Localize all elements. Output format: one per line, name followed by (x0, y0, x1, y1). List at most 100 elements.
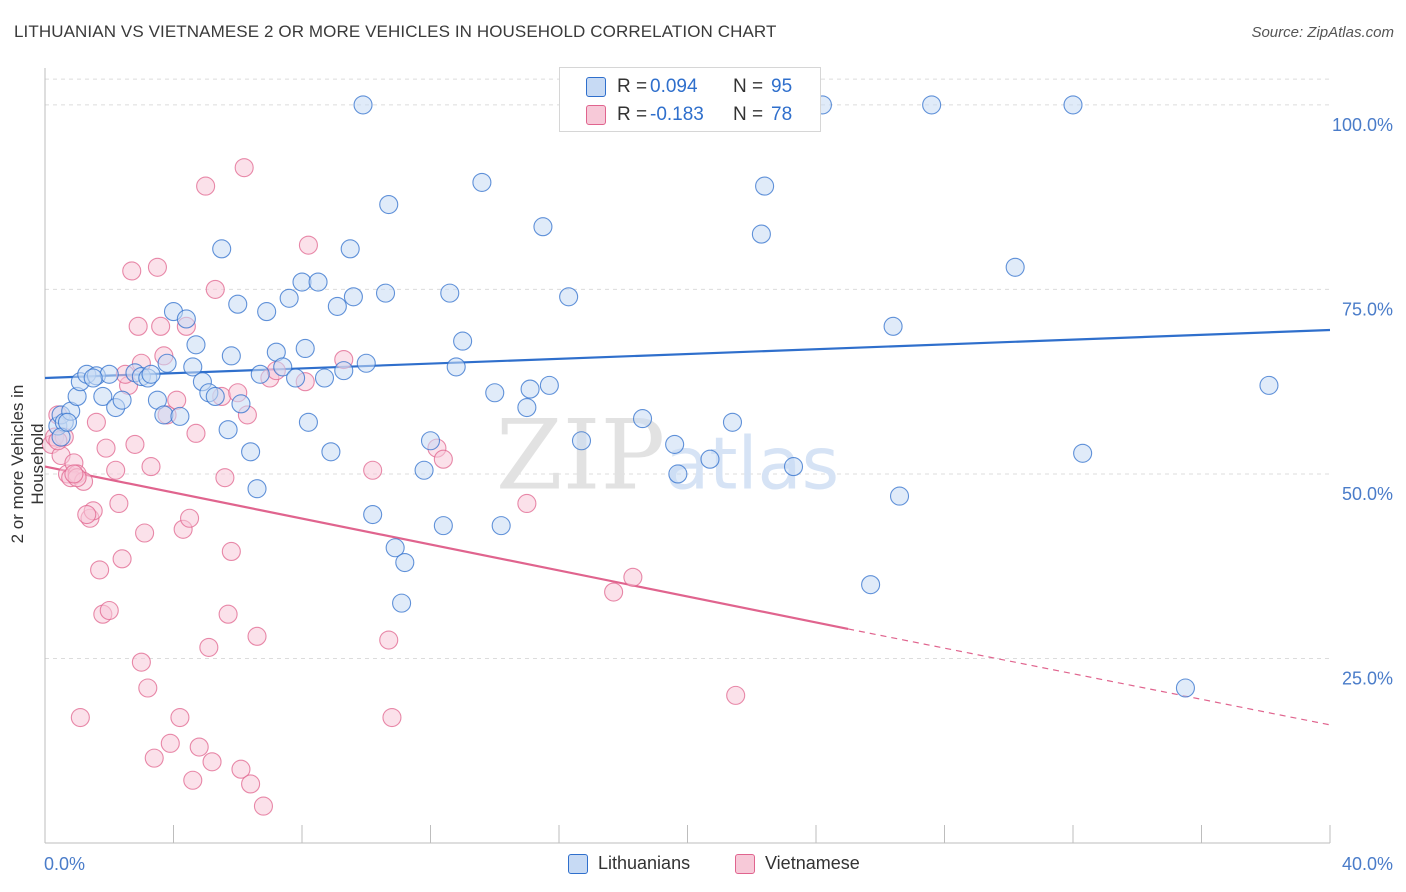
source-credit: Source: ZipAtlas.com (1251, 24, 1394, 41)
data-point (379, 194, 399, 215)
data-point (228, 294, 248, 314)
data-point (154, 405, 174, 425)
data-point (109, 493, 129, 514)
data-point (343, 287, 363, 307)
data-point (353, 95, 373, 115)
data-point (559, 287, 579, 307)
data-point (491, 516, 511, 536)
data-point (70, 707, 90, 728)
data-point (433, 449, 453, 469)
data-point (106, 460, 126, 480)
data-point (1259, 375, 1279, 395)
data-point (700, 449, 720, 469)
data-point (755, 176, 775, 196)
series-legend: Lithuanians Vietnamese (0, 852, 1406, 878)
data-point (186, 423, 206, 443)
data-point (1073, 443, 1093, 463)
legend-item-label: Lithuanians (598, 853, 691, 873)
data-point (167, 390, 187, 410)
legend-swatch-pink (586, 105, 606, 125)
data-point (446, 357, 466, 377)
data-point (215, 468, 235, 488)
data-point (286, 368, 306, 388)
data-point (433, 516, 453, 536)
data-point (99, 364, 119, 384)
data-point (632, 409, 653, 429)
data-point (141, 364, 161, 384)
data-point (273, 357, 293, 377)
data-point (151, 316, 171, 336)
data-point (135, 523, 155, 543)
data-point (453, 331, 473, 351)
data-point (395, 552, 415, 573)
legend-swatch-blue (586, 77, 606, 97)
data-point (183, 770, 203, 790)
data-point (922, 95, 942, 115)
data-point (96, 438, 116, 458)
data-point (517, 493, 537, 514)
trend-line-extension (848, 628, 1331, 726)
data-point (99, 600, 119, 621)
legend-row-lithuanians: R = 0.094 N = 95 (560, 72, 820, 100)
data-point (212, 239, 232, 259)
data-point (751, 224, 771, 244)
data-point (279, 288, 299, 308)
data-point (221, 541, 241, 562)
legend-r-value: 0.094 (650, 76, 698, 97)
data-point (86, 412, 106, 432)
data-point (247, 626, 267, 646)
y-tick-label: 50.0% (1342, 484, 1393, 504)
data-point (186, 335, 206, 355)
data-point (247, 479, 267, 499)
data-point (93, 386, 113, 407)
data-point (375, 283, 396, 303)
legend-n-value: 95 (771, 76, 793, 97)
data-point (157, 353, 177, 373)
y-tick-label: 25.0% (1342, 668, 1393, 688)
data-point (298, 412, 318, 432)
data-point (623, 567, 643, 587)
legend-swatch-blue (568, 854, 588, 874)
data-point (202, 752, 222, 772)
data-point (199, 637, 219, 657)
data-point (334, 361, 354, 381)
watermark-text: ZIPatlas (496, 400, 839, 512)
data-point (363, 460, 383, 480)
data-point (125, 434, 145, 454)
data-point (861, 575, 881, 595)
data-point (298, 235, 318, 255)
data-point (308, 272, 328, 292)
data-point (231, 759, 251, 779)
data-point (189, 737, 209, 757)
legend-row-vietnamese: R = -0.183 N = 78 (560, 100, 820, 128)
data-point (292, 272, 312, 292)
data-point (517, 397, 537, 418)
data-point (340, 239, 360, 259)
data-point (221, 346, 241, 366)
chart-title: LITHUANIAN VS VIETNAMESE 2 OR MORE VEHIC… (14, 22, 777, 41)
data-point (183, 357, 203, 377)
data-point (218, 420, 238, 440)
data-point (1063, 95, 1083, 115)
x-tick-label: 0.0% (44, 854, 85, 874)
data-point (90, 560, 110, 580)
data-point (160, 733, 180, 753)
data-point (604, 582, 624, 602)
data-point (147, 257, 167, 277)
legend-n-value: 78 (771, 104, 793, 125)
data-point (144, 748, 164, 768)
data-point (257, 302, 277, 322)
data-point (250, 364, 270, 384)
legend-r-label: R = (617, 76, 648, 97)
data-point (356, 353, 376, 373)
data-point (385, 538, 405, 558)
data-point (327, 296, 347, 316)
data-point (783, 457, 804, 477)
data-point (231, 394, 251, 414)
legend-r-label: R = (617, 104, 648, 125)
x-tick-label: 40.0% (1342, 854, 1393, 874)
data-point (539, 375, 559, 395)
data-point (241, 442, 261, 462)
data-points (41, 95, 1279, 816)
